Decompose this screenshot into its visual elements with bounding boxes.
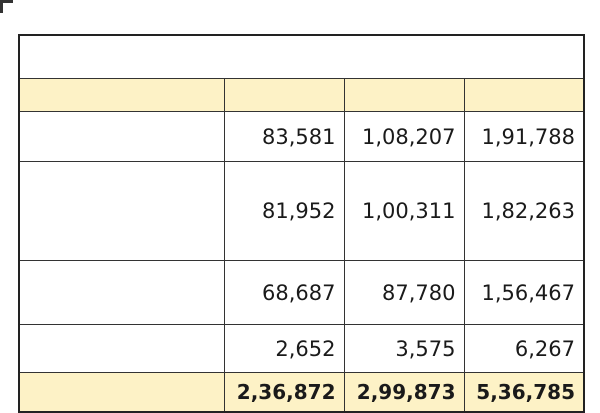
cell-girls: 1,00,311 xyxy=(343,161,465,261)
total-total: 5,36,785 xyxy=(463,372,585,413)
table-title xyxy=(18,34,585,79)
cell-boys: 83,581 xyxy=(223,111,345,162)
cell-total: 1,91,788 xyxy=(463,111,585,162)
header-row xyxy=(18,78,585,112)
row-label xyxy=(18,260,225,325)
header-girls xyxy=(343,78,465,112)
header-category xyxy=(18,78,225,112)
cell-boys: 68,687 xyxy=(223,260,345,325)
cell-boys: 2,652 xyxy=(223,324,345,373)
corner-mark xyxy=(0,0,13,13)
cell-total: 6,267 xyxy=(463,324,585,373)
total-girls: 2,99,873 xyxy=(343,372,465,413)
row-label xyxy=(18,111,225,162)
total-row: 2,36,872 2,99,873 5,36,785 xyxy=(18,372,585,413)
header-total xyxy=(463,78,585,112)
total-label xyxy=(18,372,225,413)
table-row: 2,652 3,575 6,267 xyxy=(18,324,585,373)
table-row: 83,581 1,08,207 1,91,788 xyxy=(18,111,585,162)
cell-girls: 3,575 xyxy=(343,324,465,373)
row-label xyxy=(18,161,225,261)
row-label xyxy=(18,324,225,373)
table-row: 81,952 1,00,311 1,82,263 xyxy=(18,161,585,261)
cell-total: 1,82,263 xyxy=(463,161,585,261)
cell-girls: 87,780 xyxy=(343,260,465,325)
cell-girls: 1,08,207 xyxy=(343,111,465,162)
data-table: 83,581 1,08,207 1,91,788 81,952 1,00,311… xyxy=(18,34,585,413)
table-row: 68,687 87,780 1,56,467 xyxy=(18,260,585,325)
title-row xyxy=(18,34,585,79)
cell-total: 1,56,467 xyxy=(463,260,585,325)
total-boys: 2,36,872 xyxy=(223,372,345,413)
cell-boys: 81,952 xyxy=(223,161,345,261)
header-boys xyxy=(223,78,345,112)
